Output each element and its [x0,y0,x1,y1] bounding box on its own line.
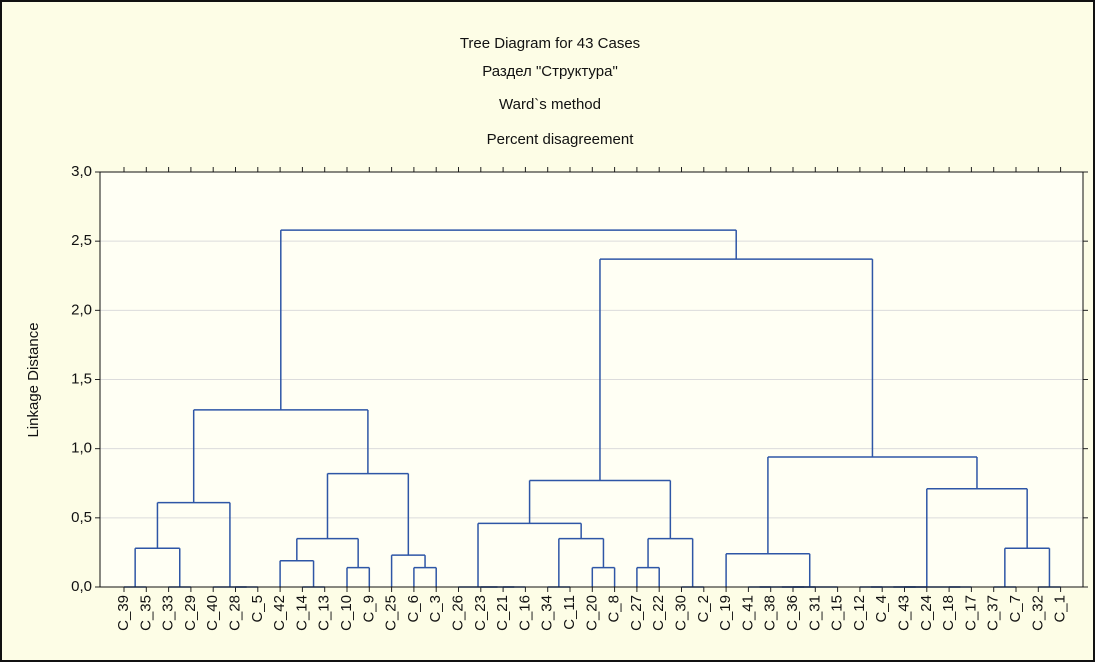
x-tick-label: C_34 [539,595,556,631]
x-tick-label: C_4 [873,595,890,623]
y-tick-label: 2,0 [71,301,92,318]
y-tick-label: 0,5 [71,509,92,526]
x-tick-label: C_8 [606,595,623,623]
x-tick-label: C_26 [449,595,466,631]
y-axis-label: Linkage Distance [25,322,42,437]
x-tick-label: C_1 [1052,595,1069,623]
x-tick-label: C_38 [762,595,779,631]
x-tick-label: C_11 [561,595,578,630]
chart-title: Tree Diagram for 43 Cases [460,35,640,52]
x-tick-label: C_29 [182,595,199,631]
chart-subtitle: Percent disagreement [487,131,635,148]
x-tick-label: C_25 [383,595,400,631]
x-tick-label: C_9 [360,595,377,623]
x-tick-label: C_33 [160,595,177,631]
x-tick-label: C_15 [829,595,846,631]
chart-subtitle: Ward`s method [499,96,601,113]
x-tick-label: C_32 [1029,595,1046,631]
x-tick-label: C_27 [628,595,645,631]
x-tick-label: C_18 [940,595,957,631]
x-tick-label: C_24 [918,595,935,631]
x-tick-label: C_17 [962,595,979,631]
x-tick-label: C_14 [293,595,310,631]
chart-subtitle: Раздел "Структура" [482,63,618,80]
x-tick-label: C_20 [583,595,600,631]
x-tick-label: C_31 [806,595,823,631]
x-tick-label: C_23 [472,595,489,631]
x-tick-label: C_41 [739,595,756,631]
x-tick-label: C_6 [405,595,422,623]
x-tick-label: C_28 [226,595,243,631]
y-tick-label: 3,0 [71,163,92,180]
x-tick-label: C_3 [427,595,444,623]
plot-frame [99,171,1084,588]
x-tick-label: C_36 [784,595,801,631]
x-tick-label: C_5 [249,595,266,623]
x-tick-label: C_7 [1007,595,1024,623]
y-tick-label: 1,5 [71,370,92,387]
x-tick-label: C_2 [695,595,712,623]
x-tick-label: C_37 [985,595,1002,631]
x-tick-label: C_40 [204,595,221,631]
y-tick-label: 1,0 [71,440,92,457]
x-tick-label: C_39 [115,595,132,631]
y-tick-label: 0,0 [71,578,92,595]
x-tick-label: C_12 [851,595,868,631]
x-tick-label: C_16 [516,595,533,631]
x-tick-label: C_21 [494,595,511,631]
x-tick-label: C_19 [717,595,734,631]
y-tick-label: 2,5 [71,232,92,249]
x-tick-label: C_13 [316,595,333,631]
x-tick-label: C_35 [137,595,154,631]
x-tick-label: C_10 [338,595,355,631]
x-tick-label: C_42 [271,595,288,631]
x-tick-label: C_43 [895,595,912,631]
x-tick-label: C_30 [672,595,689,631]
x-tick-label: C_22 [650,595,667,631]
